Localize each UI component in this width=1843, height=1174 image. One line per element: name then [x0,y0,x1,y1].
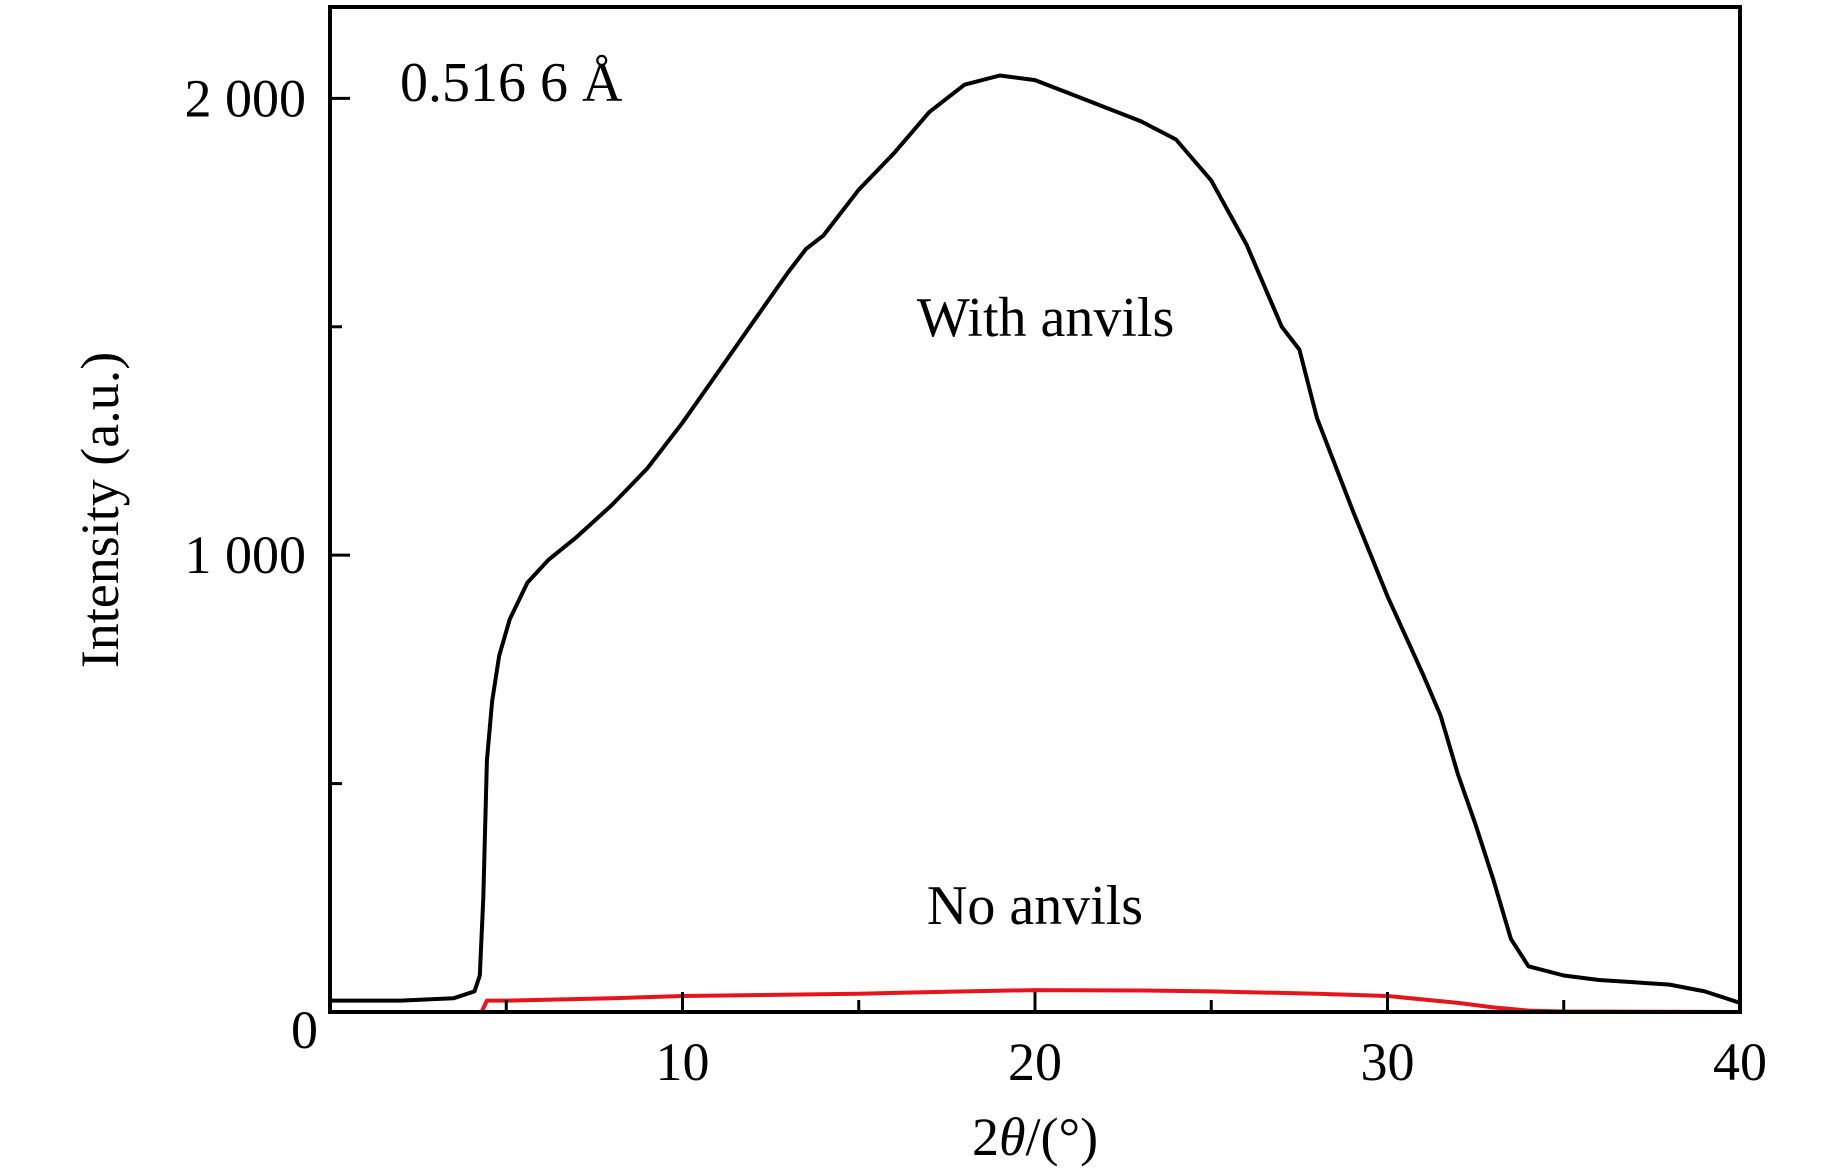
y-tick-label: 1 000 [185,525,307,585]
y-axis-label: Intensity (a.u.) [70,352,130,668]
x-tick-label: 30 [1361,1032,1415,1092]
x-tick-label: 20 [1008,1032,1062,1092]
x-axis-label-prefix: 2 [972,1107,999,1167]
axis-ticks: 10 20 30 40 0 1 000 2 000 [185,68,1768,1092]
wavelength-annotation: 0.516 6 Å [400,52,623,114]
x-tick-label: 10 [656,1032,710,1092]
x-axis-label-suffix: /(°) [1025,1107,1098,1167]
x-tick-label: 40 [1713,1032,1767,1092]
series-line-1 [479,988,1742,1014]
y-tick-label: 2 000 [185,68,307,128]
series-label-with-anvils: With anvils [917,287,1175,349]
x-axis-label: 2θ/(°) [972,1107,1098,1167]
series-line-0 [328,73,1742,1005]
series-label-no-anvils: No anvils [927,875,1143,937]
plot-frame [328,5,1742,1014]
x-axis-label-symbol: θ [999,1107,1026,1167]
y-tick-label: 0 [291,1000,318,1060]
plot-content [328,73,1742,1014]
